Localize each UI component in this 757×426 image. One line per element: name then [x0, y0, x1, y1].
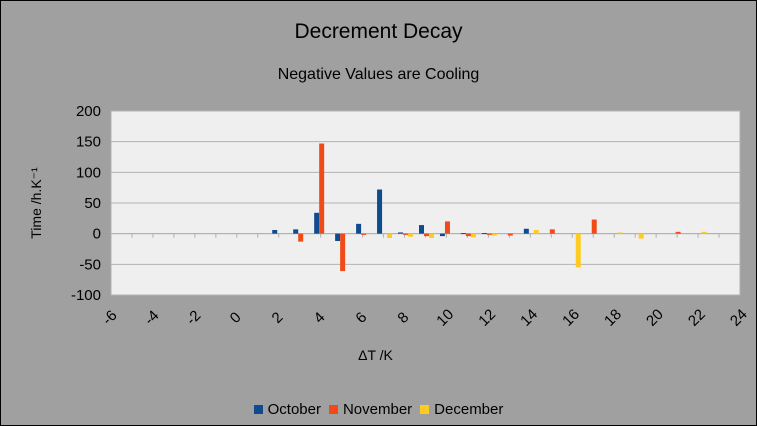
bar-october [481, 233, 487, 235]
legend-swatch [253, 405, 263, 414]
x-tick-label: 8 [394, 309, 412, 327]
x-tick-label: 0 [227, 309, 245, 327]
x-tick-label: 4 [311, 309, 329, 327]
bar-october [356, 223, 362, 234]
y-tick-label: -100 [71, 287, 101, 304]
chart-subtitle: Negative Values are Cooling [277, 66, 480, 83]
bar-november [361, 233, 367, 235]
x-tick-label: 6 [352, 309, 370, 327]
x-axis-title: ΔT /K [358, 347, 393, 363]
bar-october [398, 232, 404, 234]
legend: October November December [0, 401, 757, 418]
bar-november [486, 233, 492, 235]
y-tick-label: 100 [76, 164, 101, 181]
x-tick-label: -6 [99, 307, 120, 328]
bar-november [675, 231, 681, 234]
legend-item: November [328, 401, 413, 418]
bar-november [507, 233, 513, 236]
y-tick-label: 150 [76, 134, 101, 151]
bar-november [298, 233, 304, 242]
x-tick-label: 20 [643, 306, 667, 330]
x-tick-label: 2 [269, 309, 287, 327]
bar-december [701, 231, 707, 234]
bar-october [314, 212, 320, 234]
x-tick-label: -4 [141, 307, 162, 328]
x-tick-label: 24 [727, 306, 751, 330]
y-tick-label: 50 [84, 195, 101, 212]
bar-november [591, 219, 597, 234]
bar-november [340, 233, 346, 272]
bar-november [424, 233, 429, 237]
bar-october [335, 233, 341, 242]
y-tick-label: 0 [93, 226, 101, 243]
bar-october [377, 189, 383, 234]
bar-october [272, 229, 278, 234]
bar-november [465, 233, 471, 237]
bar-october [460, 233, 466, 235]
bar-october [293, 229, 299, 234]
bar-december [638, 233, 644, 239]
bar-october [419, 225, 424, 234]
bar-october [523, 228, 529, 234]
bar-december [575, 233, 581, 268]
y-tick-label: -50 [79, 256, 101, 273]
bar-november [319, 143, 325, 234]
bar-december [533, 229, 539, 234]
legend-item: December [420, 401, 503, 418]
legend-label: December [434, 401, 504, 418]
x-tick-label: 16 [559, 306, 583, 330]
bar-december [470, 233, 476, 238]
bar-december [617, 232, 623, 234]
x-tick-label: 14 [517, 306, 541, 330]
x-tick-label: 12 [475, 306, 499, 330]
y-axis-title: Time /h.K⁻¹ [28, 167, 44, 239]
bar-december [491, 233, 497, 236]
bar-november [444, 221, 450, 234]
x-tick-label: 18 [601, 306, 625, 330]
legend-swatch [328, 405, 338, 414]
legend-swatch [420, 405, 430, 414]
bar-december [408, 233, 414, 237]
legend-label: November [342, 401, 413, 418]
bar-november [403, 233, 409, 235]
x-tick-label: -2 [183, 307, 204, 328]
chart-title: Decrement Decay [294, 20, 463, 43]
legend-label: October [267, 401, 321, 418]
bar-november [549, 229, 555, 234]
bar-december [429, 233, 434, 238]
y-tick-label: 200 [76, 103, 101, 120]
bar-december [387, 233, 393, 238]
bar-october [439, 233, 445, 237]
x-tick-label: 22 [685, 306, 709, 330]
legend-item: October [253, 401, 321, 418]
x-tick-label: 10 [433, 306, 457, 330]
